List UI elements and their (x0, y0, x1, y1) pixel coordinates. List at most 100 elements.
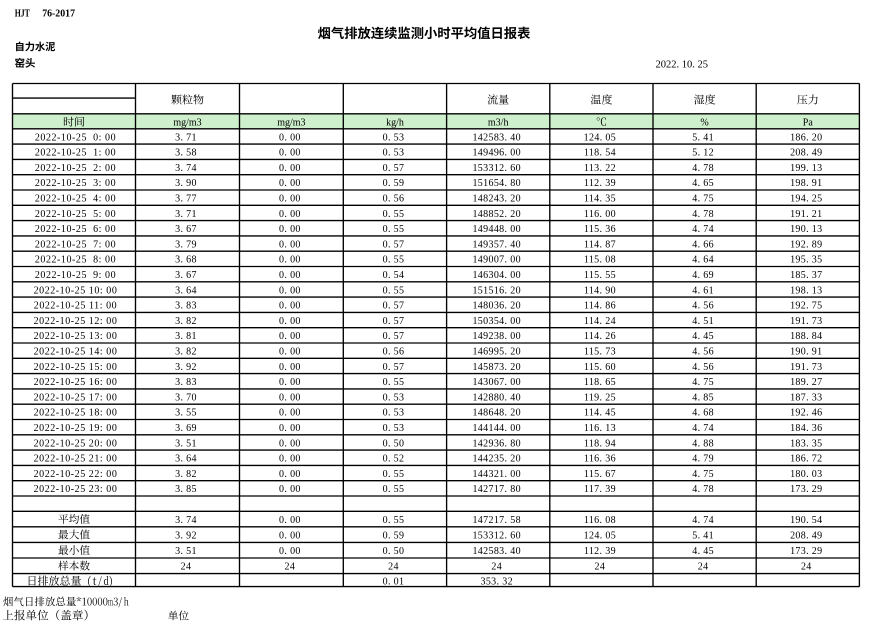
svg-text:m3/h: m3/h (488, 118, 509, 129)
svg-text:0. 55: 0. 55 (383, 377, 405, 388)
svg-text:2022-10-25 6: 00: 2022-10-25 6: 00 (35, 224, 116, 235)
svg-text:0. 57: 0. 57 (383, 331, 405, 342)
svg-text:4. 74: 4. 74 (692, 224, 714, 235)
svg-text:4. 65: 4. 65 (692, 178, 714, 189)
svg-text:2022. 10. 25: 2022. 10. 25 (656, 59, 709, 70)
svg-text:4. 64: 4. 64 (692, 255, 714, 266)
svg-text:115. 55: 115. 55 (584, 270, 616, 281)
svg-text:114. 26: 114. 26 (584, 331, 616, 342)
svg-text:151654. 80: 151654. 80 (472, 178, 521, 189)
svg-text:0. 53: 0. 53 (383, 408, 405, 419)
svg-text:4. 56: 4. 56 (692, 362, 714, 373)
svg-text:153312. 60: 153312. 60 (472, 163, 521, 174)
svg-text:114. 45: 114. 45 (584, 408, 616, 419)
svg-text:0. 00: 0. 00 (279, 178, 301, 189)
svg-text:0. 55: 0. 55 (383, 255, 405, 266)
svg-text:5. 41: 5. 41 (692, 132, 714, 143)
svg-text:0. 00: 0. 00 (279, 270, 301, 281)
svg-text:0. 00: 0. 00 (279, 224, 301, 235)
svg-text:142880. 40: 142880. 40 (472, 392, 521, 403)
svg-text:24: 24 (181, 562, 192, 573)
svg-text:116. 36: 116. 36 (584, 454, 616, 465)
svg-text:187. 33: 187. 33 (790, 392, 822, 403)
svg-text:4. 78: 4. 78 (692, 484, 714, 495)
svg-text:0. 00: 0. 00 (279, 285, 301, 296)
svg-text:3. 82: 3. 82 (175, 316, 197, 327)
svg-text:2022-10-25 1: 00: 2022-10-25 1: 00 (35, 148, 116, 159)
svg-text:4. 74: 4. 74 (692, 423, 714, 434)
svg-text:186. 20: 186. 20 (790, 132, 822, 143)
svg-text:2022-10-25 17: 00: 2022-10-25 17: 00 (34, 392, 118, 403)
svg-text:2022-10-25 13: 00: 2022-10-25 13: 00 (34, 331, 118, 342)
svg-text:117. 39: 117. 39 (584, 484, 616, 495)
svg-text:4. 79: 4. 79 (692, 454, 714, 465)
svg-text:4. 56: 4. 56 (692, 347, 714, 358)
svg-text:198. 13: 198. 13 (790, 285, 822, 296)
svg-text:116. 00: 116. 00 (584, 209, 616, 220)
svg-text:0. 00: 0. 00 (279, 148, 301, 159)
svg-text:194. 25: 194. 25 (790, 194, 822, 205)
svg-text:0. 00: 0. 00 (279, 163, 301, 174)
svg-text:118. 65: 118. 65 (584, 377, 616, 388)
svg-text:3. 70: 3. 70 (175, 392, 197, 403)
svg-text:183. 35: 183. 35 (790, 438, 822, 449)
svg-text:0. 00: 0. 00 (279, 377, 301, 388)
svg-text:0. 00: 0. 00 (279, 515, 301, 526)
svg-text:3. 67: 3. 67 (175, 270, 197, 281)
svg-text:24: 24 (595, 562, 606, 573)
svg-text:4. 74: 4. 74 (692, 515, 714, 526)
svg-text:0. 00: 0. 00 (279, 331, 301, 342)
svg-text:2022-10-25 18: 00: 2022-10-25 18: 00 (34, 408, 118, 419)
svg-text:114. 90: 114. 90 (584, 285, 616, 296)
svg-text:5. 41: 5. 41 (692, 530, 714, 541)
svg-text:4. 75: 4. 75 (692, 377, 714, 388)
svg-text:3. 82: 3. 82 (175, 469, 197, 480)
svg-text:146995. 20: 146995. 20 (472, 347, 521, 358)
svg-text:124. 05: 124. 05 (584, 530, 616, 541)
svg-text:24: 24 (491, 562, 502, 573)
svg-text:190. 13: 190. 13 (790, 224, 822, 235)
svg-text:0. 56: 0. 56 (383, 194, 405, 205)
svg-text:199. 13: 199. 13 (790, 163, 822, 174)
svg-text:3. 58: 3. 58 (175, 148, 197, 159)
svg-text:124. 05: 124. 05 (584, 132, 616, 143)
svg-text:0. 00: 0. 00 (279, 255, 301, 266)
svg-text:2022-10-25 20: 00: 2022-10-25 20: 00 (34, 438, 118, 449)
svg-text:2022-10-25 19: 00: 2022-10-25 19: 00 (34, 423, 118, 434)
svg-text:114. 87: 114. 87 (584, 239, 616, 250)
svg-text:0. 59: 0. 59 (383, 530, 405, 541)
svg-text:4. 88: 4. 88 (692, 438, 714, 449)
svg-text:4. 78: 4. 78 (692, 163, 714, 174)
svg-text:0. 55: 0. 55 (383, 209, 405, 220)
svg-text:2022-10-25 22: 00: 2022-10-25 22: 00 (34, 469, 118, 480)
svg-text:3. 79: 3. 79 (175, 239, 197, 250)
svg-text:148852. 20: 148852. 20 (472, 209, 521, 220)
svg-text:4. 45: 4. 45 (692, 546, 714, 557)
svg-text:173. 29: 173. 29 (790, 484, 822, 495)
svg-text:3. 83: 3. 83 (175, 377, 197, 388)
svg-text:149007. 00: 149007. 00 (472, 255, 521, 266)
svg-text:0. 00: 0. 00 (279, 546, 301, 557)
svg-text:180. 03: 180. 03 (790, 469, 822, 480)
svg-text:119. 25: 119. 25 (584, 392, 616, 403)
svg-text:3. 85: 3. 85 (175, 484, 197, 495)
svg-text:142936. 80: 142936. 80 (472, 438, 521, 449)
svg-text:195. 35: 195. 35 (790, 255, 822, 266)
svg-text:2022-10-25 4: 00: 2022-10-25 4: 00 (35, 194, 116, 205)
svg-text:0. 59: 0. 59 (383, 178, 405, 189)
svg-text:148243. 20: 148243. 20 (472, 194, 521, 205)
svg-text:190. 54: 190. 54 (790, 515, 822, 526)
svg-text:142717. 80: 142717. 80 (472, 484, 521, 495)
svg-text:112. 39: 112. 39 (584, 178, 616, 189)
svg-text:0. 00: 0. 00 (279, 194, 301, 205)
svg-text:3. 71: 3. 71 (175, 209, 197, 220)
svg-text:0. 50: 0. 50 (383, 546, 405, 557)
svg-text:0. 00: 0. 00 (279, 239, 301, 250)
svg-text:0. 54: 0. 54 (383, 270, 405, 281)
svg-text:3. 92: 3. 92 (175, 530, 197, 541)
svg-text:142583. 40: 142583. 40 (472, 132, 521, 143)
svg-text:2022-10-25 16: 00: 2022-10-25 16: 00 (34, 377, 118, 388)
svg-text:0. 00: 0. 00 (279, 392, 301, 403)
svg-text:149496. 00: 149496. 00 (472, 148, 521, 159)
svg-text:190. 91: 190. 91 (790, 347, 822, 358)
